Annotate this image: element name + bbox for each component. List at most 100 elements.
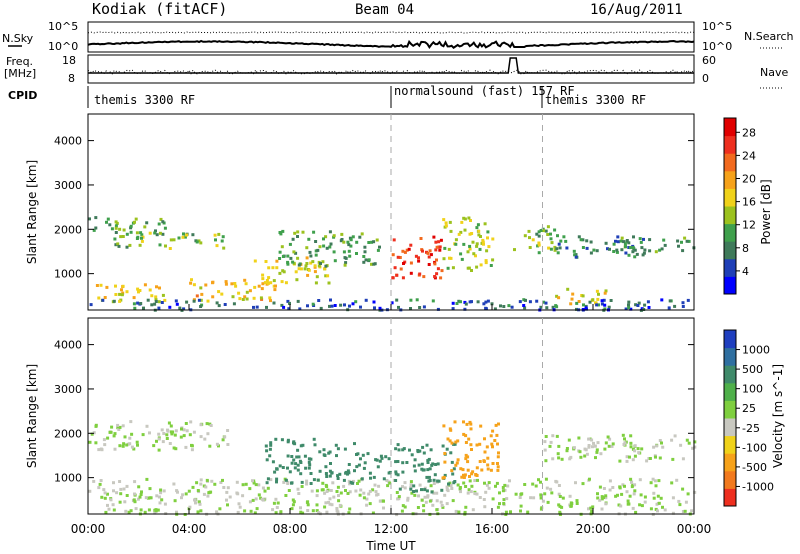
scatter-cell (145, 477, 149, 481)
scatter-cell (564, 239, 568, 243)
scatter-cell (192, 299, 196, 303)
scatter-cell (574, 481, 577, 485)
scatter-cell (308, 463, 312, 467)
scatter-cell (313, 443, 317, 447)
scatter-cell (600, 302, 604, 306)
scatter-cell (248, 487, 252, 491)
scatter-cell (118, 444, 122, 448)
scatter-cell (135, 231, 139, 235)
scatter-cell (155, 233, 159, 237)
scatter-cell (547, 246, 551, 250)
scatter-cell (373, 483, 377, 487)
scatter-cell (215, 510, 219, 514)
scatter-cell (338, 472, 342, 476)
scatter-cell (358, 235, 362, 239)
scatter-cell (624, 251, 628, 255)
scatter-cell (365, 503, 369, 507)
y-tick-label: 2000 (54, 223, 82, 236)
scatter-cell (675, 478, 679, 482)
scatter-cell (413, 458, 417, 462)
scatter-cell (401, 461, 405, 465)
power-scatter (88, 216, 696, 312)
scatter-cell (278, 257, 282, 260)
scatter-cell (263, 489, 267, 493)
scatter-cell (487, 486, 491, 490)
scatter-cell (616, 493, 619, 497)
scatter-cell (88, 489, 92, 493)
scatter-cell (273, 470, 277, 474)
colorbar-tick-label: 100 (742, 383, 763, 396)
power-y-ticks: 1000 2000 3000 4000 (54, 135, 694, 281)
scatter-cell (342, 478, 346, 482)
scatter-cell (266, 477, 270, 481)
scatter-cell (296, 463, 300, 467)
scatter-cell (544, 459, 548, 463)
scatter-cell (595, 289, 599, 293)
scatter-cell (430, 490, 434, 494)
scatter-cell (347, 511, 351, 515)
scatter-cell (595, 303, 599, 307)
scatter-cell (112, 434, 116, 438)
scatter-cell (400, 509, 404, 513)
scatter-cell (619, 504, 623, 508)
scatter-cell (348, 490, 352, 494)
scatter-cell (595, 249, 599, 253)
scatter-cell (288, 470, 292, 474)
scatter-cell (508, 479, 511, 483)
scatter-cell (623, 484, 626, 488)
scatter-cell (257, 483, 261, 487)
scatter-cell (333, 304, 337, 307)
scatter-cell (577, 235, 581, 239)
scatter-cell (203, 437, 207, 441)
scatter-cell (646, 300, 650, 304)
scatter-cell (496, 465, 500, 469)
scatter-cell (206, 432, 210, 436)
scatter-cell (587, 444, 591, 447)
scatter-cell (292, 250, 296, 254)
scatter-cell (417, 494, 420, 498)
scatter-cell (99, 479, 103, 482)
scatter-cell (382, 477, 386, 481)
power-panel: 1000 2000 3000 4000 Slant Range [km] (25, 113, 696, 312)
scatter-cell (412, 490, 415, 493)
colorbar-tick-label: -100 (742, 441, 767, 454)
scatter-cell (257, 284, 261, 288)
scatter-cell (459, 252, 463, 256)
scatter-cell (114, 293, 118, 296)
scatter-cell (620, 492, 624, 496)
scatter-cell (275, 477, 279, 481)
scatter-cell (485, 445, 489, 449)
scatter-cell (581, 238, 585, 242)
scatter-cell (420, 462, 424, 466)
scatter-cell (282, 480, 286, 484)
scatter-cell (428, 249, 432, 253)
scatter-cell (365, 497, 369, 501)
scatter-cell (284, 478, 288, 482)
scatter-cell (435, 491, 439, 495)
scatter-cell (681, 301, 685, 305)
scatter-cell (143, 225, 147, 229)
colorbar-swatch (724, 153, 736, 172)
scatter-cell (364, 258, 368, 262)
scatter-cell (611, 442, 615, 446)
scatter-cell (614, 239, 617, 243)
scatter-cell (272, 501, 276, 505)
scatter-cell (296, 230, 300, 234)
scatter-cell (284, 281, 288, 285)
scatter-cell (642, 251, 646, 255)
scatter-cell (288, 301, 291, 305)
scatter-cell (648, 457, 652, 460)
scatter-cell (557, 484, 561, 487)
scatter-cell (542, 229, 546, 233)
scatter-cell (496, 455, 500, 459)
scatter-cell (217, 304, 221, 308)
scatter-cell (125, 232, 129, 236)
scatter-cell (324, 264, 328, 268)
scatter-cell (496, 462, 499, 465)
scatter-cell (267, 276, 271, 280)
scatter-cell (102, 488, 106, 492)
scatter-cell (366, 452, 370, 456)
scatter-cell (478, 460, 482, 463)
scatter-cell (588, 300, 592, 304)
scatter-cell (363, 245, 367, 249)
